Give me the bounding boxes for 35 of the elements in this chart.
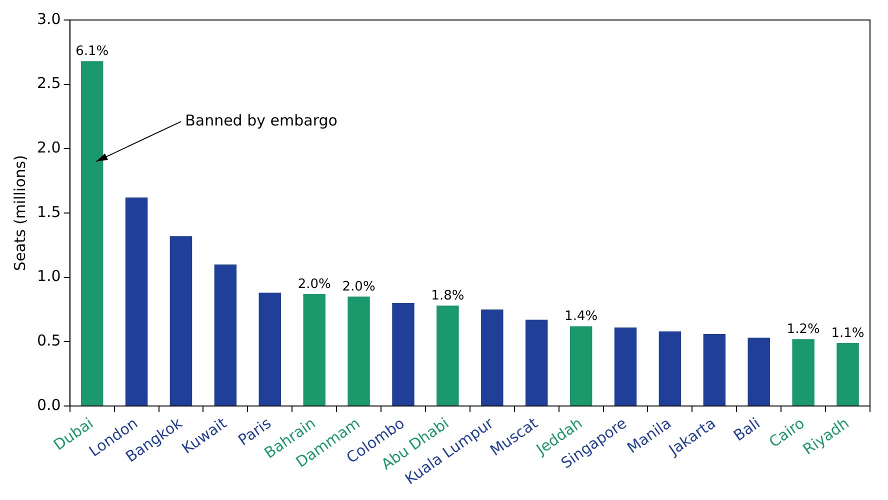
bar: [392, 303, 414, 406]
bar: [570, 326, 592, 406]
annotation: 1.4%: [564, 309, 598, 324]
y-tick-label: 1.5: [36, 202, 61, 221]
bar: [348, 296, 370, 406]
bar: [748, 338, 770, 406]
annotation: 1.1%: [831, 326, 864, 341]
annotation: 2.0%: [298, 276, 331, 292]
y-tick-label: 3.0: [36, 10, 61, 28]
annotation: Banned by embargo: [185, 111, 338, 130]
y-tick-label: 0.0: [36, 396, 61, 414]
bar: [258, 292, 282, 406]
y-tick-label: 2.5: [36, 74, 61, 92]
bar: [703, 334, 726, 406]
bar: [792, 339, 814, 406]
y-tick-label: 1.0: [36, 267, 61, 286]
bar: [214, 264, 237, 406]
bar: [303, 294, 326, 406]
annotation: 6.1%: [76, 44, 109, 60]
bar: [170, 236, 192, 406]
bar: [525, 320, 548, 406]
y-tick-label: 0.5: [36, 332, 61, 350]
bar: [436, 306, 459, 406]
bar: [125, 198, 148, 406]
bar: [614, 328, 637, 406]
bar: [836, 342, 859, 406]
bar: [481, 309, 504, 406]
annotation: 1.8%: [431, 288, 464, 304]
x-tick-label: Bali: [730, 414, 764, 445]
bar: [658, 331, 682, 406]
y-tick-label: 2.0: [36, 138, 61, 157]
annotation: 1.2%: [786, 322, 820, 337]
bar: [80, 61, 104, 406]
annotation: 2.0%: [342, 280, 376, 294]
y-axis-title: Seats (millions): [10, 155, 29, 271]
